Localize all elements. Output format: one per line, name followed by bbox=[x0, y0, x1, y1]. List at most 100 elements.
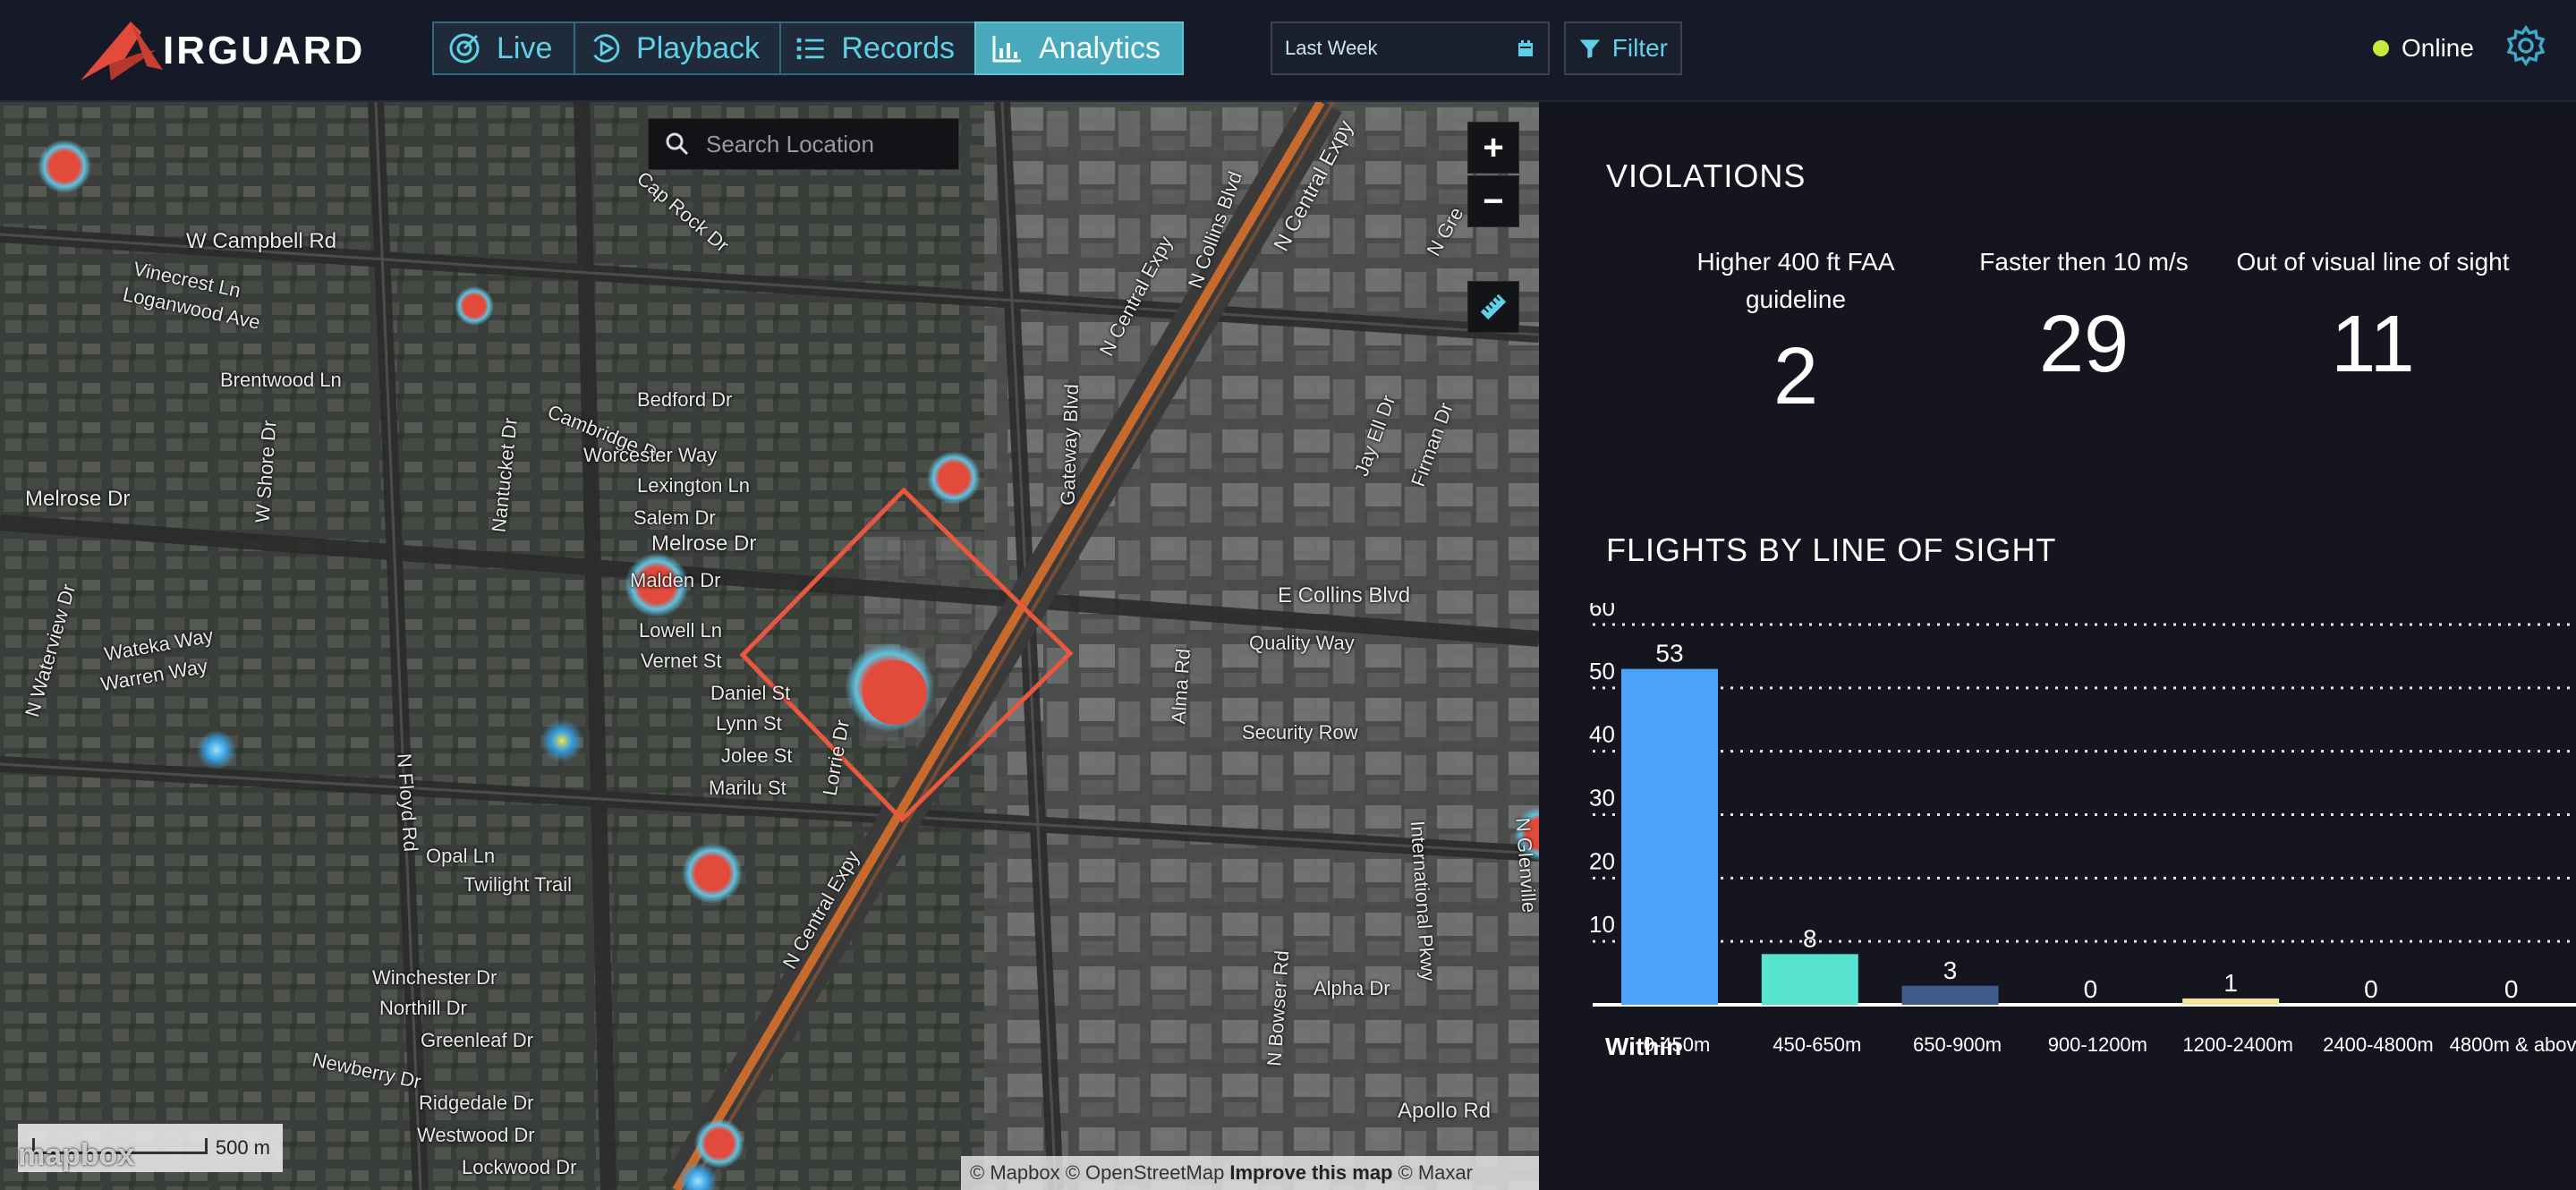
x-tick-label: 650-900m bbox=[1913, 1033, 2002, 1056]
attribution-text[interactable]: © Mapbox © OpenStreetMap bbox=[970, 1161, 1225, 1184]
scale-label: 500 m bbox=[215, 1136, 270, 1159]
connection-status: Online bbox=[2373, 34, 2474, 63]
scale-bar bbox=[32, 1138, 208, 1154]
map-attribution: © Mapbox © OpenStreetMap Improve this ma… bbox=[961, 1156, 1539, 1190]
street-label: Daniel St bbox=[710, 682, 791, 704]
bar-value-label: 1 bbox=[2223, 969, 2238, 997]
street-label: Quality Way bbox=[1249, 632, 1355, 654]
ruler-icon bbox=[1480, 293, 1507, 320]
tab-analytics[interactable]: Analytics bbox=[974, 21, 1184, 75]
map-view[interactable]: W Campbell Rd Vinecrest Ln Loganwood Ave… bbox=[0, 102, 1539, 1190]
y-tick-label: 60 bbox=[1589, 603, 1615, 621]
filter-icon bbox=[1579, 39, 1601, 59]
street-label: Brentwood Ln bbox=[220, 369, 342, 391]
list-icon bbox=[796, 38, 824, 60]
gear-icon[interactable] bbox=[2505, 25, 2546, 66]
street-label: Westwood Dr bbox=[417, 1124, 535, 1146]
date-range-select[interactable]: Last Week bbox=[1271, 21, 1550, 75]
tab-live[interactable]: Live bbox=[432, 21, 575, 75]
bar-value-label: 8 bbox=[1803, 924, 1817, 952]
logo-text: IRGUARD bbox=[163, 29, 366, 72]
top-bar: IRGUARD Live Playback Records Analytics … bbox=[0, 0, 2576, 102]
status-label: Online bbox=[2402, 34, 2474, 62]
line-of-sight-title: FLIGHTS BY LINE OF SIGHT bbox=[1606, 531, 2057, 568]
attribution-maxar[interactable]: © Maxar bbox=[1398, 1161, 1473, 1184]
tab-playback-label: Playback bbox=[636, 30, 760, 65]
street-label: E Collins Blvd bbox=[1278, 583, 1411, 608]
status-dot-icon bbox=[2373, 40, 2389, 56]
line-of-sight-bar-chart: 102030405060530-450m8450-650m3650-900m09… bbox=[1589, 603, 2576, 1056]
chart-within-label: Within bbox=[1605, 1033, 1682, 1060]
street-label: Melrose Dr bbox=[651, 531, 757, 556]
tab-records[interactable]: Records bbox=[779, 21, 976, 75]
street-label: Gateway Blvd bbox=[1056, 383, 1084, 506]
airguard-logo[interactable] bbox=[75, 14, 335, 82]
violation-count: 2 bbox=[1773, 332, 1819, 421]
filter-label: Filter bbox=[1611, 34, 1668, 62]
filter-button[interactable]: Filter bbox=[1564, 21, 1682, 75]
live-target-icon bbox=[449, 33, 480, 64]
search-icon bbox=[666, 132, 689, 156]
street-label: Lowell Ln bbox=[639, 619, 722, 642]
improve-map-link[interactable]: Improve this map bbox=[1229, 1161, 1393, 1184]
x-tick-label: 4800m & above bbox=[2450, 1033, 2576, 1056]
search-placeholder: Search Location bbox=[706, 130, 874, 157]
street-label: Melrose Dr bbox=[25, 487, 131, 511]
map-scale: 500 m bbox=[18, 1124, 283, 1172]
street-label: Jolee St bbox=[721, 744, 793, 767]
chart-icon bbox=[992, 36, 1021, 63]
tab-analytics-label: Analytics bbox=[1039, 30, 1161, 65]
measure-button[interactable] bbox=[1467, 281, 1519, 333]
x-tick-label: 450-650m bbox=[1773, 1033, 1861, 1056]
street-label: Alpha Dr bbox=[1314, 977, 1390, 999]
street-label: Apollo Rd bbox=[1398, 1099, 1492, 1123]
street-label: Greenleaf Dr bbox=[421, 1029, 533, 1051]
analytics-panel: VIOLATIONS Higher 400 ft FAA guideline 2… bbox=[1539, 102, 2576, 1190]
violation-label: Out of visual line of sight bbox=[2236, 248, 2510, 276]
street-label: Northill Dr bbox=[379, 997, 467, 1019]
x-tick-label: 900-1200m bbox=[2048, 1033, 2147, 1056]
calendar-icon bbox=[1518, 40, 1533, 56]
street-label: Twilight Trail bbox=[463, 873, 573, 896]
violation-label: Faster then 10 m/s bbox=[1979, 248, 2189, 276]
street-label: Marilu St bbox=[709, 777, 786, 799]
street-label: Salem Dr bbox=[633, 506, 716, 529]
street-label: Malden Dr bbox=[630, 569, 721, 591]
bar-value-label: 53 bbox=[1655, 640, 1683, 667]
y-tick-label: 30 bbox=[1589, 785, 1615, 812]
x-tick-label: 1200-2400m bbox=[2182, 1033, 2293, 1056]
main-nav: Live Playback Records Analytics bbox=[432, 21, 1184, 75]
zoom-in-button[interactable]: + bbox=[1467, 122, 1519, 174]
street-label: W Campbell Rd bbox=[186, 229, 337, 253]
y-tick-label: 50 bbox=[1589, 658, 1615, 684]
violation-card: Higher 400 ft FAA guideline 2 bbox=[1644, 243, 1948, 423]
violation-card: Out of visual line of sight 11 bbox=[2221, 243, 2525, 391]
street-label: Bedford Dr bbox=[637, 388, 733, 411]
street-label: Vernet St bbox=[641, 650, 722, 672]
tab-live-label: Live bbox=[497, 30, 553, 65]
y-tick-label: 40 bbox=[1589, 721, 1615, 748]
street-label: Ridgedale Dr bbox=[419, 1092, 534, 1114]
street-label: Lockwood Dr bbox=[462, 1156, 577, 1178]
street-label: Winchester Dr bbox=[372, 966, 497, 989]
bar-1200-2400m bbox=[2182, 998, 2280, 1005]
violation-count: 11 bbox=[2331, 300, 2415, 389]
street-label: Lynn St bbox=[716, 712, 782, 735]
mapbox-logo[interactable]: mapbox bbox=[18, 1138, 135, 1172]
zoom-out-button[interactable]: − bbox=[1467, 175, 1519, 227]
violation-count: 29 bbox=[2038, 300, 2130, 389]
y-tick-label: 20 bbox=[1589, 847, 1615, 874]
street-label: Opal Ln bbox=[426, 845, 496, 867]
bar-450-650m bbox=[1761, 954, 1858, 1005]
violations-title: VIOLATIONS bbox=[1606, 157, 1807, 194]
playback-icon bbox=[593, 34, 620, 63]
bar-value-label: 0 bbox=[2364, 975, 2378, 1003]
violation-card: Faster then 10 m/s 29 bbox=[1932, 243, 2236, 391]
street-label: Security Row bbox=[1242, 721, 1358, 744]
tab-playback[interactable]: Playback bbox=[574, 21, 781, 75]
tab-records-label: Records bbox=[841, 30, 955, 65]
y-tick-label: 10 bbox=[1589, 911, 1615, 938]
search-location-input[interactable]: Search Location bbox=[648, 118, 959, 170]
bar-value-label: 0 bbox=[2504, 975, 2519, 1003]
date-range-value: Last Week bbox=[1285, 37, 1378, 59]
